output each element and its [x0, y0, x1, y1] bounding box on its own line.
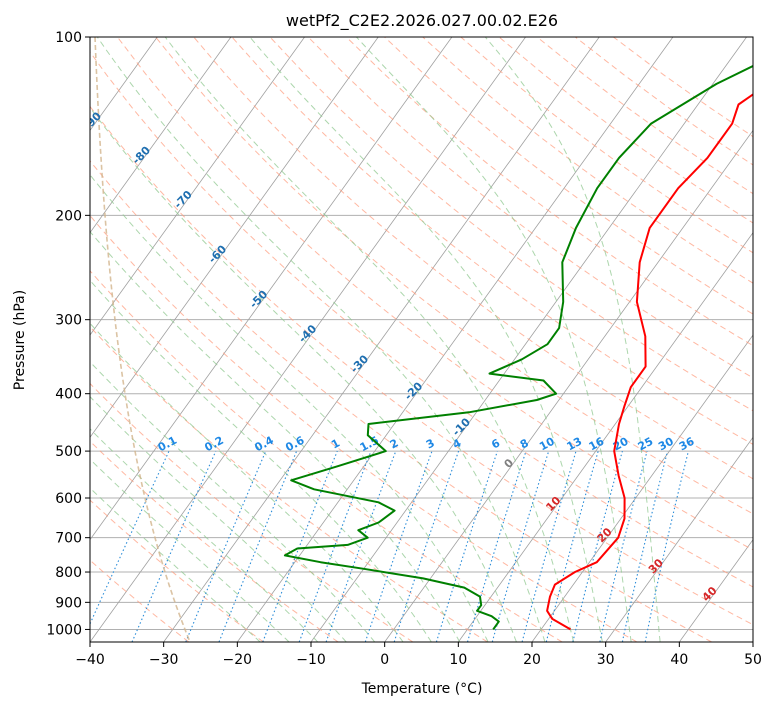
mixing-ratio-label: 13	[565, 435, 585, 454]
x-tick-label: −10	[296, 652, 326, 668]
moist-adiabat	[90, 458, 290, 642]
mixing-ratio-label: 16	[587, 435, 607, 454]
moist-adiabat	[90, 230, 461, 642]
moist-adiabat	[484, 37, 661, 642]
mixing-ratio-line	[185, 450, 267, 642]
dewpoint-profile	[283, 64, 753, 630]
isotherm-gridline	[384, 129, 753, 642]
isotherm-gridline	[90, 37, 232, 234]
mixing-ratio-label: 30	[656, 435, 676, 454]
axes: −40 −30 −20 −10 0 10 20 30 40 50 100 200 300 400 500 60…	[46, 30, 762, 668]
x-tick-label: 50	[744, 652, 762, 668]
moist-adiabat	[90, 487, 261, 642]
y-tick-label: 300	[55, 313, 82, 329]
x-tick-label: −20	[223, 652, 253, 668]
dry-adiabat	[117, 37, 753, 551]
isotherm-gridline	[90, 37, 526, 642]
isotherm-gridline	[90, 37, 305, 336]
y-tick-label: 900	[55, 595, 82, 611]
y-tick-label: 700	[55, 531, 82, 547]
mixing-ratio-line	[325, 450, 397, 642]
y-axis-title: Pressure (hPa)	[12, 290, 28, 390]
dry-adiabat	[422, 37, 753, 284]
x-tick-label: −40	[75, 652, 105, 668]
moist-adiabat	[90, 322, 404, 642]
mixing-ratio-line	[621, 450, 669, 642]
x-tick-label: 40	[670, 652, 688, 668]
moist-adiabat	[90, 428, 319, 642]
y-tick-label: 200	[55, 208, 82, 224]
isotherm-gridline	[90, 37, 379, 439]
moist-adiabat	[96, 37, 546, 642]
dry-adiabat	[231, 37, 753, 445]
dry-adiabat	[90, 160, 712, 642]
moist-adiabat	[90, 173, 489, 642]
x-tick-label: 30	[597, 652, 615, 668]
mixing-ratio-label: 36	[677, 435, 697, 454]
dry-adiabat	[90, 382, 414, 642]
moist-adiabat	[90, 279, 432, 642]
mixing-ratio-label: 10	[537, 435, 557, 454]
y-tick-label: 800	[55, 565, 82, 581]
isotherm-gridline	[531, 334, 753, 642]
mixing-ratio-line	[393, 450, 460, 642]
dry-adiabat	[90, 51, 753, 588]
x-axis-title: Temperature (°C)	[361, 681, 483, 697]
mixing-ratio-line	[298, 450, 372, 642]
moist-adiabat	[90, 395, 347, 642]
y-tick-label: 100	[55, 30, 82, 46]
x-tick-label: −30	[149, 652, 179, 668]
mixing-ratio-line	[364, 450, 433, 642]
mixing-ratio-line	[599, 450, 648, 642]
x-tick-label: 0	[380, 652, 389, 668]
moist-adiabat	[90, 106, 517, 642]
temperature-profile	[546, 93, 753, 631]
dry-adiabat	[90, 105, 753, 626]
mixing-ratio-line	[262, 450, 338, 642]
dry-adiabat	[269, 37, 753, 412]
mixing-ratio-line	[131, 450, 217, 642]
x-tick-label: 10	[449, 652, 467, 668]
plot-area: 0.10.20.40.611.52346810131620253036-100-…	[90, 37, 753, 642]
dry-adiabat	[384, 37, 753, 315]
chart-title: wetPf2_C2E2.2026.027.00.02.E26	[286, 11, 558, 31]
isotherm-gridline	[163, 37, 600, 642]
isotherm-gridline	[90, 37, 453, 541]
moist-adiabat	[356, 37, 632, 642]
dry-adiabat	[155, 37, 753, 515]
isotherm-gridline	[605, 436, 753, 642]
mixing-ratio-line	[466, 450, 527, 642]
dry-adiabat	[90, 270, 563, 642]
mixing-ratio-line	[521, 450, 577, 642]
frost-point-curve	[94, 37, 191, 642]
moist-adiabat	[164, 37, 575, 642]
isotherm-gridline	[679, 539, 753, 642]
moist-adiabat	[249, 37, 603, 642]
mixing-ratio-line	[435, 450, 498, 642]
dry-adiabat	[90, 499, 264, 642]
dry-adiabat	[90, 326, 488, 642]
y-tick-label: 600	[55, 491, 82, 507]
isotherm-gridline	[237, 37, 674, 642]
y-tick-label: 400	[55, 387, 82, 403]
y-tick-label: 500	[55, 444, 82, 460]
isotherm-gridline	[458, 232, 753, 642]
moist-adiabat	[90, 361, 376, 642]
dry-adiabat	[193, 37, 753, 480]
mixing-ratio-line	[491, 450, 550, 642]
mixing-ratio-label: 25	[636, 435, 656, 454]
plot-frame	[89, 36, 754, 643]
x-tick-label: 20	[523, 652, 541, 668]
mixing-ratio-line	[218, 450, 298, 642]
y-tick-label: 1000	[46, 622, 82, 638]
